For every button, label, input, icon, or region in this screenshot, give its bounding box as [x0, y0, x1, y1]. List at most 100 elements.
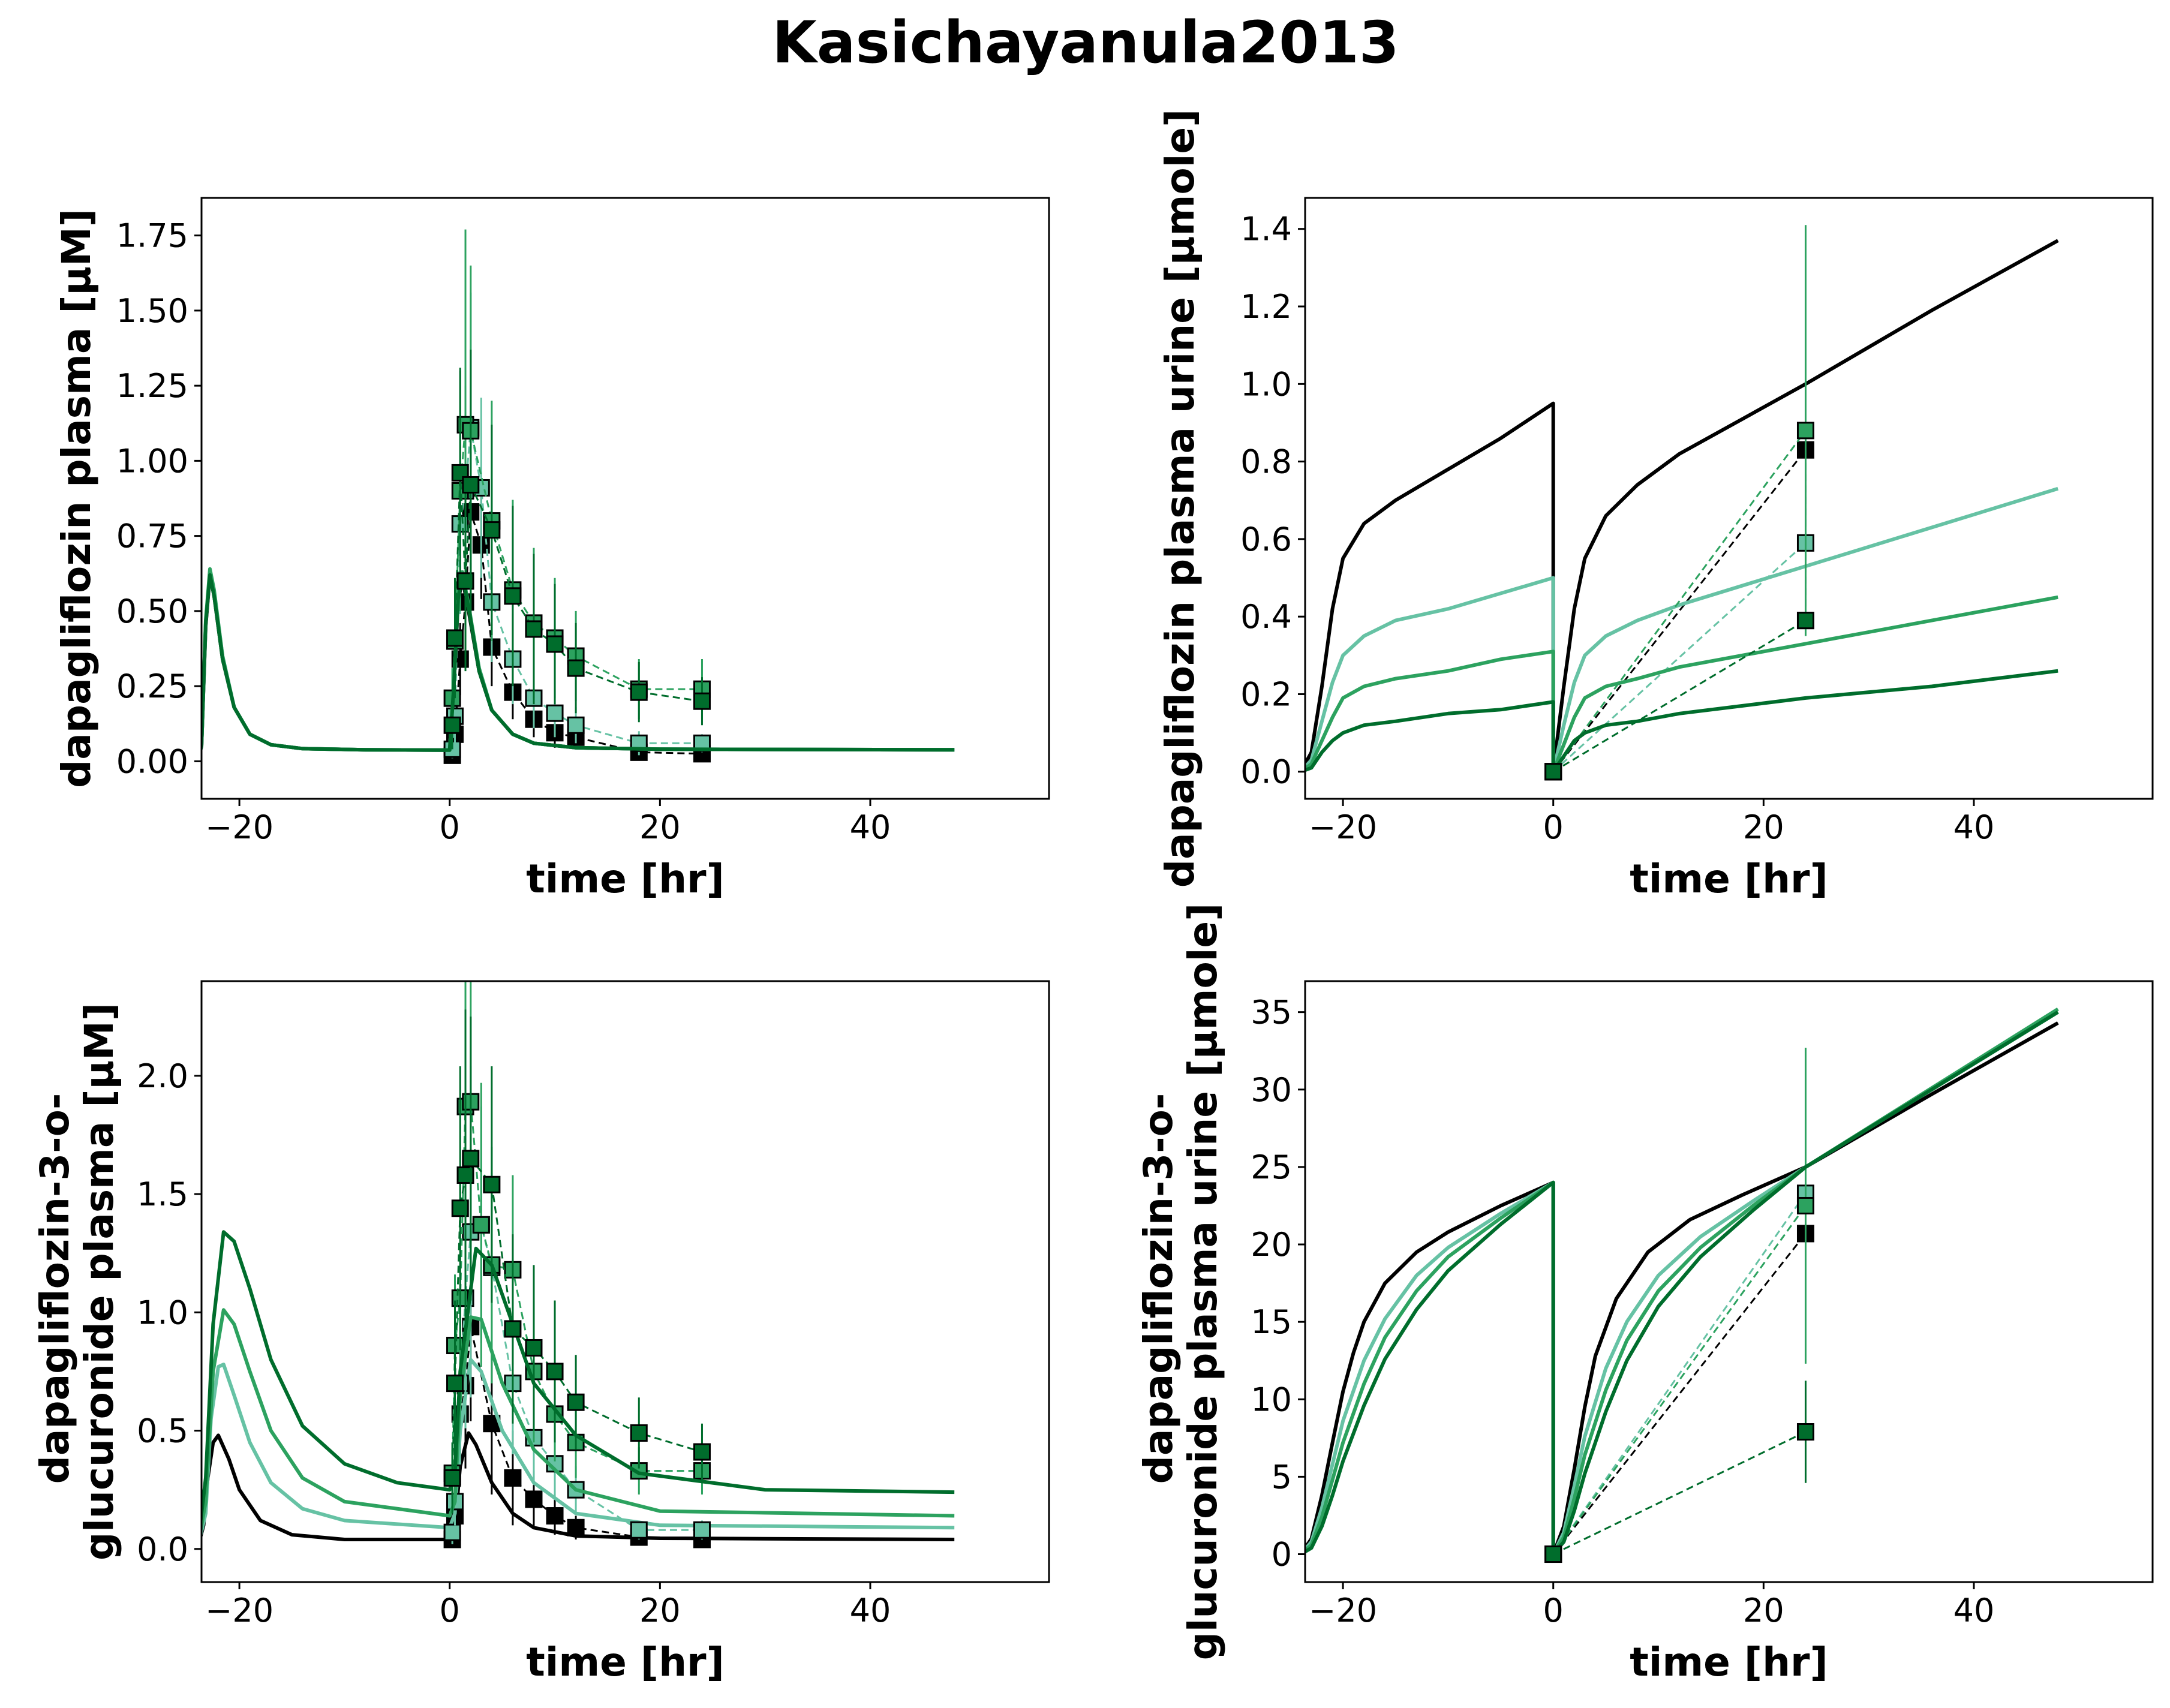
data-line-light — [1552, 1192, 1807, 1555]
series-layer — [202, 981, 955, 1548]
y-tick-label: 35 — [1251, 994, 1292, 1032]
data-point — [483, 1175, 501, 1193]
y-tick-label: 0.50 — [116, 593, 188, 630]
x-tick-label: 20 — [639, 808, 681, 846]
x-axis-label: time [hr] — [526, 1639, 725, 1685]
x-tick-label: 0 — [440, 1592, 460, 1629]
series-layer — [1305, 225, 2059, 781]
data-point — [567, 1393, 585, 1411]
data-line-dark — [1553, 1431, 1807, 1555]
y-axis-label-line-1: dapagliflozin-3-o- — [1135, 1093, 1182, 1484]
y-axis-label: dapagliflozin-3-o- glucuronide plasma [µ… — [32, 1003, 122, 1560]
simulation-line-dark — [202, 1230, 955, 1529]
data-point — [630, 1424, 648, 1442]
data-point — [504, 1469, 522, 1487]
data-point — [630, 1521, 648, 1539]
x-axis-label: time [hr] — [526, 856, 725, 902]
y-tick-label: 0.6 — [1240, 521, 1292, 558]
series-layer — [1305, 1007, 2059, 1563]
y-tick-label: 0.8 — [1240, 443, 1292, 481]
simulation-line-mid — [202, 1308, 955, 1536]
y-axis-label: dapagliflozin plasma [µM] — [53, 209, 100, 788]
y-tick-label: 10 — [1251, 1381, 1292, 1418]
x-tick-label: −20 — [1309, 1592, 1377, 1629]
figure-title: Kasichayanula2013 — [772, 9, 1399, 76]
x-tick-label: 40 — [850, 808, 891, 846]
plot-area: −20 0 20 40 0.0 0.5 1.0 1.5 2.0 — [137, 980, 1050, 1629]
x-tick-label: −20 — [205, 808, 273, 846]
y-tick-label: 5 — [1272, 1458, 1292, 1496]
data-point — [693, 692, 711, 710]
x-tick-label: 40 — [1953, 1592, 1995, 1629]
data-point — [1796, 612, 1814, 630]
data-point — [525, 1339, 543, 1357]
plot-area: −20 0 20 40 0.00 0.25 0.50 0.75 1.00 1.25 1.50 1.75 — [116, 197, 1050, 846]
data-point — [567, 659, 585, 677]
simulation-line-light — [202, 1358, 955, 1539]
panel-dapagliflozin-plasma: −20 0 20 40 0.00 0.25 0.50 0.75 1.00 1.25 1.50 1.75… — [53, 197, 1050, 902]
data-point — [443, 1523, 461, 1541]
x-tick-label: 20 — [639, 1592, 681, 1629]
plot-area: −20 0 20 40 0 5 10 15 20 25 30 35 — [1251, 980, 2154, 1629]
data-point — [443, 1469, 461, 1487]
data-point — [1796, 1196, 1814, 1214]
y-tick-label: 1.4 — [1240, 211, 1292, 248]
data-point — [546, 1363, 564, 1381]
x-axis-label: time [hr] — [1630, 856, 1828, 902]
data-point — [1544, 1545, 1562, 1563]
y-tick-label: 25 — [1251, 1148, 1292, 1186]
x-tick-label: 40 — [1953, 808, 1995, 846]
data-point — [446, 1375, 464, 1393]
data-point — [525, 620, 543, 638]
data-point — [1544, 763, 1562, 781]
y-tick-label: 1.5 — [137, 1175, 188, 1213]
y-tick-label: 0 — [1272, 1536, 1292, 1574]
x-tick-label: −20 — [1309, 808, 1377, 846]
y-tick-label: 1.2 — [1240, 288, 1292, 326]
y-tick-label: 1.25 — [116, 367, 188, 405]
axes-frame — [1304, 980, 2154, 1583]
data-point — [567, 1518, 585, 1536]
y-tick-label: 0.75 — [116, 518, 188, 555]
data-point — [456, 1166, 474, 1184]
y-tick-label: 2.0 — [137, 1057, 188, 1095]
simulation-line-dark — [1305, 669, 2058, 774]
x-tick-label: 20 — [1743, 808, 1784, 846]
data-point — [472, 1216, 490, 1234]
y-tick-label: 15 — [1251, 1303, 1292, 1341]
data-point — [1796, 422, 1814, 440]
data-point — [693, 1521, 711, 1539]
x-tick-label: 0 — [1543, 808, 1564, 846]
y-tick-label: 1.50 — [116, 292, 188, 330]
data-point — [462, 476, 480, 494]
y-tick-label: 0.4 — [1240, 598, 1292, 636]
y-tick-label: 0.25 — [116, 667, 188, 705]
data-point — [567, 716, 585, 734]
data-line-dark — [451, 473, 702, 726]
y-axis-label: dapagliflozin plasma urine [µmole] — [1157, 109, 1203, 888]
axes-frame — [1304, 197, 2154, 800]
series-layer — [202, 229, 955, 764]
y-tick-label: 0.00 — [116, 742, 188, 780]
y-axis-label-line-1: dapagliflozin-3-o- — [32, 1093, 78, 1484]
y-tick-label: 30 — [1251, 1071, 1292, 1109]
x-tick-label: 40 — [850, 1592, 891, 1629]
y-tick-label: 20 — [1251, 1226, 1292, 1264]
y-tick-label: 0.0 — [1240, 753, 1292, 791]
data-point — [443, 716, 461, 734]
y-tick-label: 0.2 — [1240, 675, 1292, 713]
data-point — [504, 587, 522, 605]
y-axis-label: dapagliflozin-3-o- glucuronide plasma ur… — [1135, 903, 1226, 1661]
y-tick-label: 1.0 — [1240, 365, 1292, 403]
data-point — [504, 1320, 522, 1338]
y-tick-label: 0.5 — [137, 1412, 188, 1450]
data-point — [483, 521, 501, 539]
data-point — [462, 1150, 480, 1168]
plot-area: −20 0 20 40 0.0 0.2 0.4 0.6 0.8 1.0 1.2 1.4 — [1240, 197, 2154, 846]
data-line-dark — [1552, 620, 1807, 772]
data-point — [1796, 1423, 1814, 1441]
simulation-line-dark — [202, 573, 955, 753]
y-tick-label: 1.0 — [137, 1294, 188, 1331]
